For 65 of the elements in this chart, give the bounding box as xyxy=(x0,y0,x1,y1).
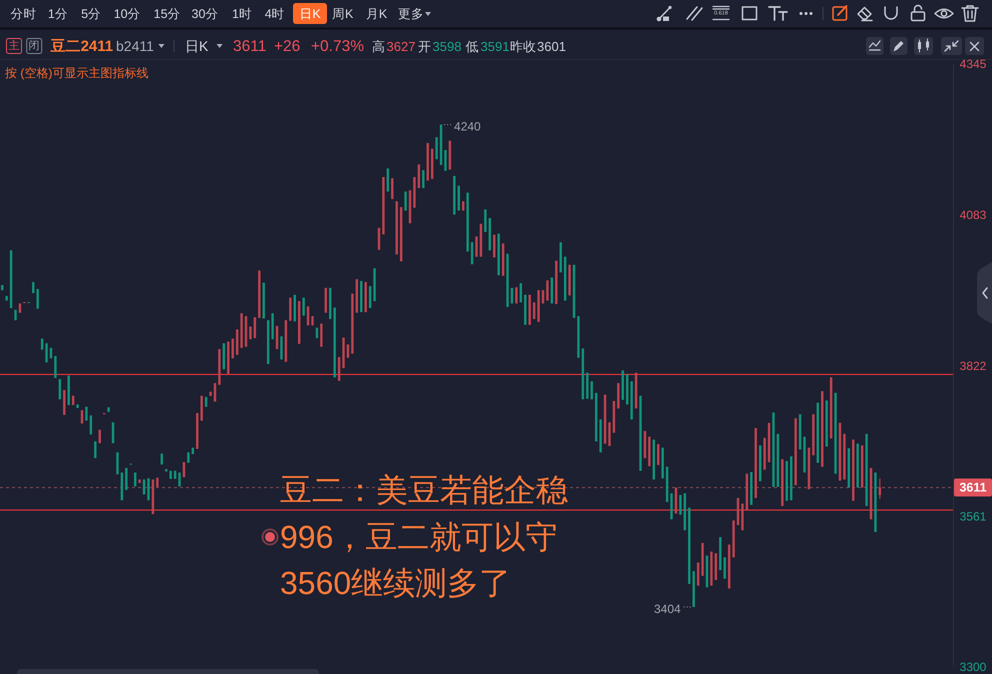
text: 昨收 xyxy=(510,38,536,54)
chart-title: 豆二2411 xyxy=(50,38,114,54)
text: 日K xyxy=(185,38,209,54)
text: 低 xyxy=(466,38,478,54)
candlestick xyxy=(368,286,372,309)
text: b2411 xyxy=(116,38,154,54)
text: 1时 xyxy=(232,7,252,21)
candlestick xyxy=(54,355,57,378)
text: 更多 xyxy=(398,7,424,21)
text: +0.73% xyxy=(311,38,364,54)
candlestick xyxy=(249,326,252,340)
candlestick xyxy=(142,478,146,495)
text: 1分 xyxy=(48,7,68,21)
candlestick xyxy=(58,378,62,400)
text: 开 xyxy=(418,38,431,54)
text: 周K xyxy=(332,7,354,21)
candlestick xyxy=(160,453,163,465)
text: 3627 xyxy=(386,38,416,54)
y-tick-label: 4345 xyxy=(960,57,987,71)
text: 30分 xyxy=(192,7,218,21)
candlestick xyxy=(679,494,682,516)
text: 3611 xyxy=(233,38,266,54)
candlestick xyxy=(590,380,593,400)
annotation: 豆二：美豆若能企稳 xyxy=(280,472,568,508)
text: 5分 xyxy=(81,7,102,21)
candlestick xyxy=(493,234,496,258)
annotation: 3404 xyxy=(654,602,682,616)
annotation: 3560继续测多了 xyxy=(280,565,512,601)
text: 15分 xyxy=(154,7,181,21)
candlestick xyxy=(125,467,128,490)
text: 3598 xyxy=(432,38,462,54)
candlestick xyxy=(306,306,310,326)
annotation: 996，豆二就可以守 xyxy=(280,519,558,555)
y-tick-label: 3300 xyxy=(960,660,987,674)
annotation: 4240 xyxy=(454,120,482,134)
text: 月K xyxy=(366,7,388,21)
candlestick xyxy=(156,477,159,488)
candlestick xyxy=(520,282,522,303)
candlestick xyxy=(36,288,39,310)
candlestick xyxy=(696,562,700,586)
y-tick-label: 3561 xyxy=(960,509,987,524)
candlestick xyxy=(320,323,323,348)
candlestick xyxy=(338,356,340,382)
candlestick xyxy=(484,208,487,232)
text: +26 xyxy=(274,38,300,54)
y-tick-label: 4083 xyxy=(960,208,987,222)
candlestick xyxy=(232,338,234,359)
y-tick-label: 3822 xyxy=(960,358,987,373)
text: 10分 xyxy=(114,7,141,21)
ref-line-label: 3611 xyxy=(959,480,987,495)
candlestick xyxy=(422,170,425,189)
candlestick xyxy=(302,297,305,316)
candlestick xyxy=(878,478,882,500)
candlestick xyxy=(515,286,518,304)
text: 4时 xyxy=(264,7,285,21)
text: 分时 xyxy=(10,7,37,21)
text: 3601 xyxy=(537,38,566,54)
annotation: 按 (空格)可显示主图指标线 xyxy=(5,66,148,80)
candlestick xyxy=(134,472,136,487)
candlestick xyxy=(90,414,92,435)
text: 高 xyxy=(372,38,385,54)
candlestick xyxy=(289,297,292,322)
text: 日K xyxy=(299,7,322,21)
candlestick xyxy=(404,191,407,212)
text: 3591 xyxy=(480,38,510,54)
